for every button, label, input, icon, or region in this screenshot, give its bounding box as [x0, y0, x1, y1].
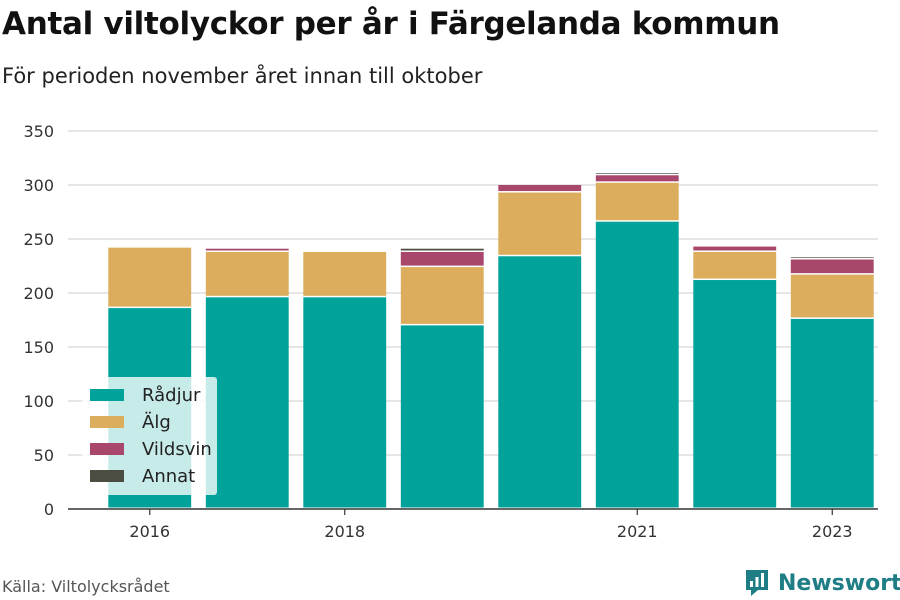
bar-segment	[595, 221, 679, 508]
x-tick-label: 2016	[129, 522, 170, 541]
legend-label-vildsvin: Vildsvin	[142, 438, 212, 460]
y-tick-label: 300	[23, 176, 54, 195]
x-tick-label: 2023	[812, 522, 853, 541]
y-tick-label: 150	[23, 338, 54, 357]
legend-label-radjur: Rådjur	[142, 384, 201, 406]
brand-name: Newsworthy	[778, 570, 900, 596]
bar-segment	[693, 251, 777, 279]
bar-segment	[400, 248, 484, 251]
legend-swatch-vildsvin	[90, 443, 124, 455]
bar-segment	[205, 251, 289, 296]
bar-segment	[303, 297, 387, 508]
legend-item-alg[interactable]: Älg	[90, 410, 171, 434]
bar-segment	[595, 173, 679, 174]
bar-segment	[498, 185, 582, 192]
bar-segment	[400, 267, 484, 324]
bar-segment	[498, 192, 582, 255]
bar-segment	[790, 257, 874, 259]
y-tick-label: 0	[44, 500, 54, 519]
bar-segment	[400, 325, 484, 508]
legend-label-alg: Älg	[142, 411, 171, 433]
bar-segment	[693, 280, 777, 508]
bar-segment	[205, 248, 289, 251]
legend-item-radjur[interactable]: Rådjur	[90, 383, 200, 407]
legend-swatch-radjur	[90, 389, 124, 401]
legend-item-vildsvin[interactable]: Vildsvin	[90, 437, 212, 461]
bar-segment	[790, 318, 874, 508]
bar-segment	[790, 274, 874, 318]
brand-logo[interactable]: Newsworthy	[744, 568, 900, 598]
x-axis: 2016 2018 2021 2023	[68, 508, 878, 541]
x-tick-label: 2018	[324, 522, 365, 541]
chart-subtitle: För perioden november året innan till ok…	[2, 64, 483, 88]
bar-segment	[205, 297, 289, 508]
chart-title: Antal viltolyckor per år i Färgelanda ko…	[2, 6, 780, 42]
legend-item-annat[interactable]: Annat	[90, 464, 195, 488]
bar-segment	[595, 175, 679, 182]
bar-segment	[400, 251, 484, 266]
y-tick-label: 100	[23, 392, 54, 411]
y-tick-label: 200	[23, 284, 54, 303]
legend-label-annat: Annat	[142, 465, 196, 487]
bar-segment	[498, 256, 582, 508]
bar-segment	[693, 246, 777, 251]
legend-swatch-alg	[90, 416, 124, 428]
bar-segment	[303, 251, 387, 296]
x-tick-label: 2021	[617, 522, 658, 541]
legend: Rådjur Älg Vildsvin Annat	[82, 377, 217, 495]
y-tick-label: 350	[23, 122, 54, 141]
y-tick-label: 50	[34, 446, 54, 465]
bars	[108, 173, 874, 508]
y-axis: 0 50 100 150 200 250 300 350	[23, 122, 54, 519]
newsworthy-logo-icon	[746, 570, 768, 596]
bar-segment	[108, 247, 192, 307]
source-note: Källa: Viltolycksrådet	[2, 577, 170, 596]
legend-swatch-annat	[90, 470, 124, 482]
bar-segment	[790, 259, 874, 274]
y-tick-label: 250	[23, 230, 54, 249]
bar-segment	[595, 182, 679, 221]
